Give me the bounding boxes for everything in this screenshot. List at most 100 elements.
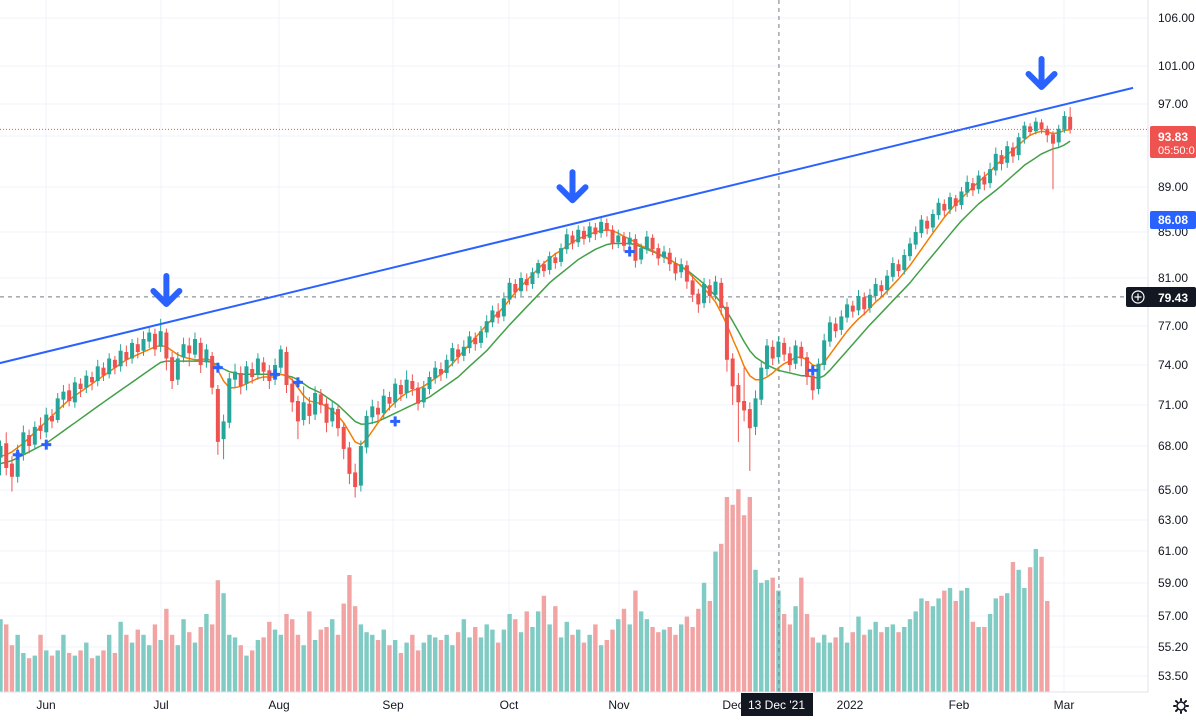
volume-bar [518, 632, 524, 692]
candle-body [650, 237, 655, 250]
volume-bar [907, 619, 913, 692]
volume-bar [604, 640, 610, 692]
candle-body [919, 219, 924, 234]
plus-circle-icon[interactable] [1131, 290, 1145, 304]
candle-body [456, 349, 461, 358]
candle-body [1039, 122, 1044, 130]
volume-bar [1005, 593, 1010, 692]
volume-bar [484, 624, 489, 692]
y-tick-label: 97.00 [1158, 97, 1188, 111]
volume-bar [650, 627, 655, 692]
candle-body [335, 409, 340, 429]
volume-bar [415, 650, 421, 692]
candle-body [570, 235, 575, 244]
candle-body [799, 346, 804, 359]
volume-bar [318, 629, 324, 692]
candle-body [78, 383, 83, 389]
volume-bar [301, 645, 306, 692]
x-tick-label: Nov [608, 698, 629, 712]
volume-bar [169, 634, 175, 692]
candle-body [627, 237, 632, 245]
volume-bar [364, 632, 369, 692]
volume-bar [473, 627, 478, 692]
trendline[interactable] [0, 86, 1134, 365]
candle-body [278, 349, 283, 368]
candle-body [49, 415, 54, 422]
volume-bar [867, 629, 873, 692]
candle-body [175, 358, 180, 380]
candle-body [673, 263, 678, 274]
volume-bar [307, 611, 312, 692]
candle-body [599, 221, 604, 234]
y-tick-label: 77.00 [1158, 319, 1188, 333]
ma-fast-line [0, 128, 1071, 458]
down-arrow-icon [150, 273, 183, 307]
volume-bar [530, 627, 535, 692]
candle-body [4, 443, 9, 468]
candle-body [896, 264, 901, 272]
volume-bar [433, 637, 438, 692]
candle-body [221, 421, 226, 440]
candle-body [581, 230, 586, 239]
candle-body [547, 256, 552, 270]
volume-bar [158, 640, 163, 692]
candle-body [925, 220, 930, 229]
volume-bar [593, 624, 598, 692]
candle-body [782, 342, 787, 355]
candle-body [135, 344, 140, 352]
volume-bar [164, 608, 169, 692]
candle-body [490, 310, 495, 323]
candle-body [764, 345, 769, 369]
volume-bar [713, 551, 718, 692]
candle-body [684, 265, 689, 282]
y-tick-label: 65.00 [1158, 483, 1188, 497]
candle-body [84, 375, 89, 388]
volume-bar [890, 624, 896, 692]
candle-body [770, 346, 775, 359]
volume-bar [249, 650, 255, 692]
volume-bar [461, 619, 467, 692]
volume-bar [295, 634, 301, 692]
candle-body [130, 342, 135, 359]
crosshair-price-tag: 79.43 [1126, 287, 1196, 307]
volume-bar [930, 606, 936, 692]
time-axis[interactable] [0, 692, 1196, 725]
volume-bar [392, 640, 398, 692]
candle-body [473, 337, 478, 345]
volume-bar [284, 614, 289, 692]
candle-body [736, 385, 741, 403]
candle-body [730, 358, 735, 387]
candle-body [27, 435, 32, 446]
candle-body [667, 252, 672, 265]
candle-body [107, 358, 112, 375]
candle-body [124, 352, 129, 360]
volume-bar [684, 616, 690, 692]
candle-body [376, 407, 381, 415]
volume-bar [341, 603, 346, 692]
volume-bar [467, 637, 472, 692]
candle-body [387, 397, 392, 404]
settings-gear-icon[interactable] [1173, 698, 1189, 714]
volume-bar [187, 632, 192, 692]
y-tick-label: 61.00 [1158, 544, 1188, 558]
candle-body [496, 311, 501, 318]
candle-body [604, 223, 609, 231]
candle-body [679, 264, 684, 273]
candle-body [816, 363, 821, 389]
candle-body [833, 323, 838, 332]
volume-bar [678, 624, 684, 692]
volume-bar [787, 624, 793, 692]
y-tick-label: 101.00 [1158, 59, 1195, 73]
candle-body [982, 176, 987, 185]
volume-bar [381, 629, 386, 692]
volume-bar [101, 650, 106, 692]
candle-body [227, 378, 232, 423]
volume-bar [404, 642, 409, 692]
volume-bar [598, 645, 604, 692]
volume-bar [4, 624, 9, 692]
volume-bar [95, 655, 100, 692]
price-axis[interactable] [1148, 0, 1196, 692]
volume-bar [558, 637, 564, 692]
candle-body [1062, 116, 1067, 130]
